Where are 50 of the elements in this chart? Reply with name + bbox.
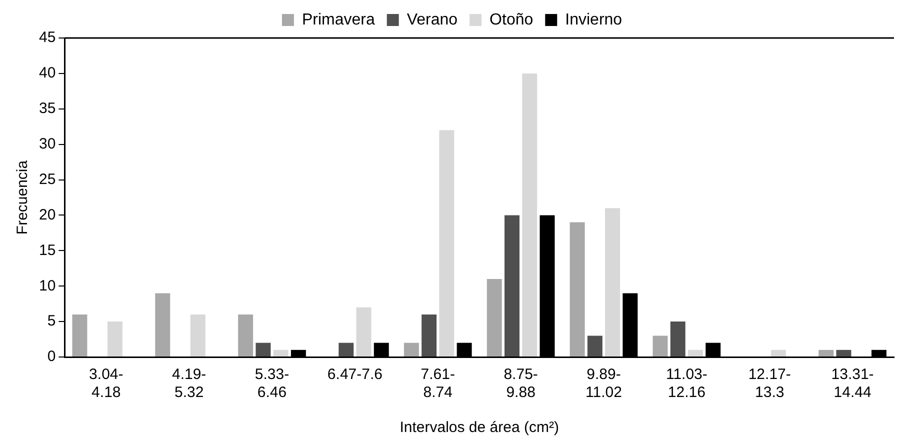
legend-label: Verano [406, 11, 458, 28]
bar [818, 350, 834, 356]
bar [836, 350, 852, 356]
x-tick-label: 7.61- 8.74 [420, 366, 455, 402]
bar [670, 322, 686, 356]
bar [190, 314, 206, 356]
bar [338, 342, 354, 356]
legend-label: Primavera [302, 11, 375, 28]
y-tick-label: 35 [38, 100, 56, 118]
y-tick-label: 0 [47, 348, 56, 366]
y-tick-label: 40 [38, 64, 56, 82]
bar [256, 342, 271, 356]
y-tick-label: 10 [38, 277, 56, 294]
x-axis-title: Intervalos de área (cm²) [400, 419, 559, 436]
x-tick-label: 9.89- 11.02 [586, 366, 622, 402]
bar [155, 293, 170, 356]
x-tick-label: 6.47-7.6 [327, 366, 382, 384]
bar [770, 350, 786, 356]
bar [587, 336, 602, 356]
y-tick-label: 25 [38, 170, 56, 188]
x-tick-label: 12.17- 13.3 [748, 366, 791, 402]
bar [356, 307, 372, 356]
x-tick-label: 3.04- 4.18 [89, 366, 124, 402]
y-tick-label: 45 [38, 29, 56, 46]
x-tick-label: 5.33- 6.46 [254, 366, 290, 402]
bar [486, 279, 502, 356]
bar [688, 350, 703, 356]
y-axis-title: Frecuencia [14, 160, 32, 235]
y-tick-label: 5 [47, 312, 56, 330]
bar [652, 336, 668, 356]
y-tick-label: 30 [38, 135, 56, 152]
x-tick-label: 4.19- 5.32 [172, 366, 206, 402]
y-tick-label: 15 [38, 242, 56, 259]
bar [605, 208, 620, 356]
bar [422, 314, 437, 356]
bar [72, 314, 88, 356]
x-tick-label: 11.03- 12.16 [666, 366, 708, 402]
y-tick-label: 20 [38, 206, 56, 224]
bar [570, 222, 585, 356]
legend-label: Invierno [565, 11, 622, 28]
x-tick-label: 8.75- 9.88 [504, 366, 538, 402]
bar [522, 73, 538, 356]
bar [504, 215, 520, 356]
bar [273, 350, 288, 356]
bar [404, 342, 419, 356]
x-tick-label: 13.31- 14.44 [831, 366, 874, 402]
legend-label: Otoño [490, 11, 534, 28]
bar [439, 130, 454, 356]
bar [107, 322, 122, 356]
bar [238, 314, 254, 356]
